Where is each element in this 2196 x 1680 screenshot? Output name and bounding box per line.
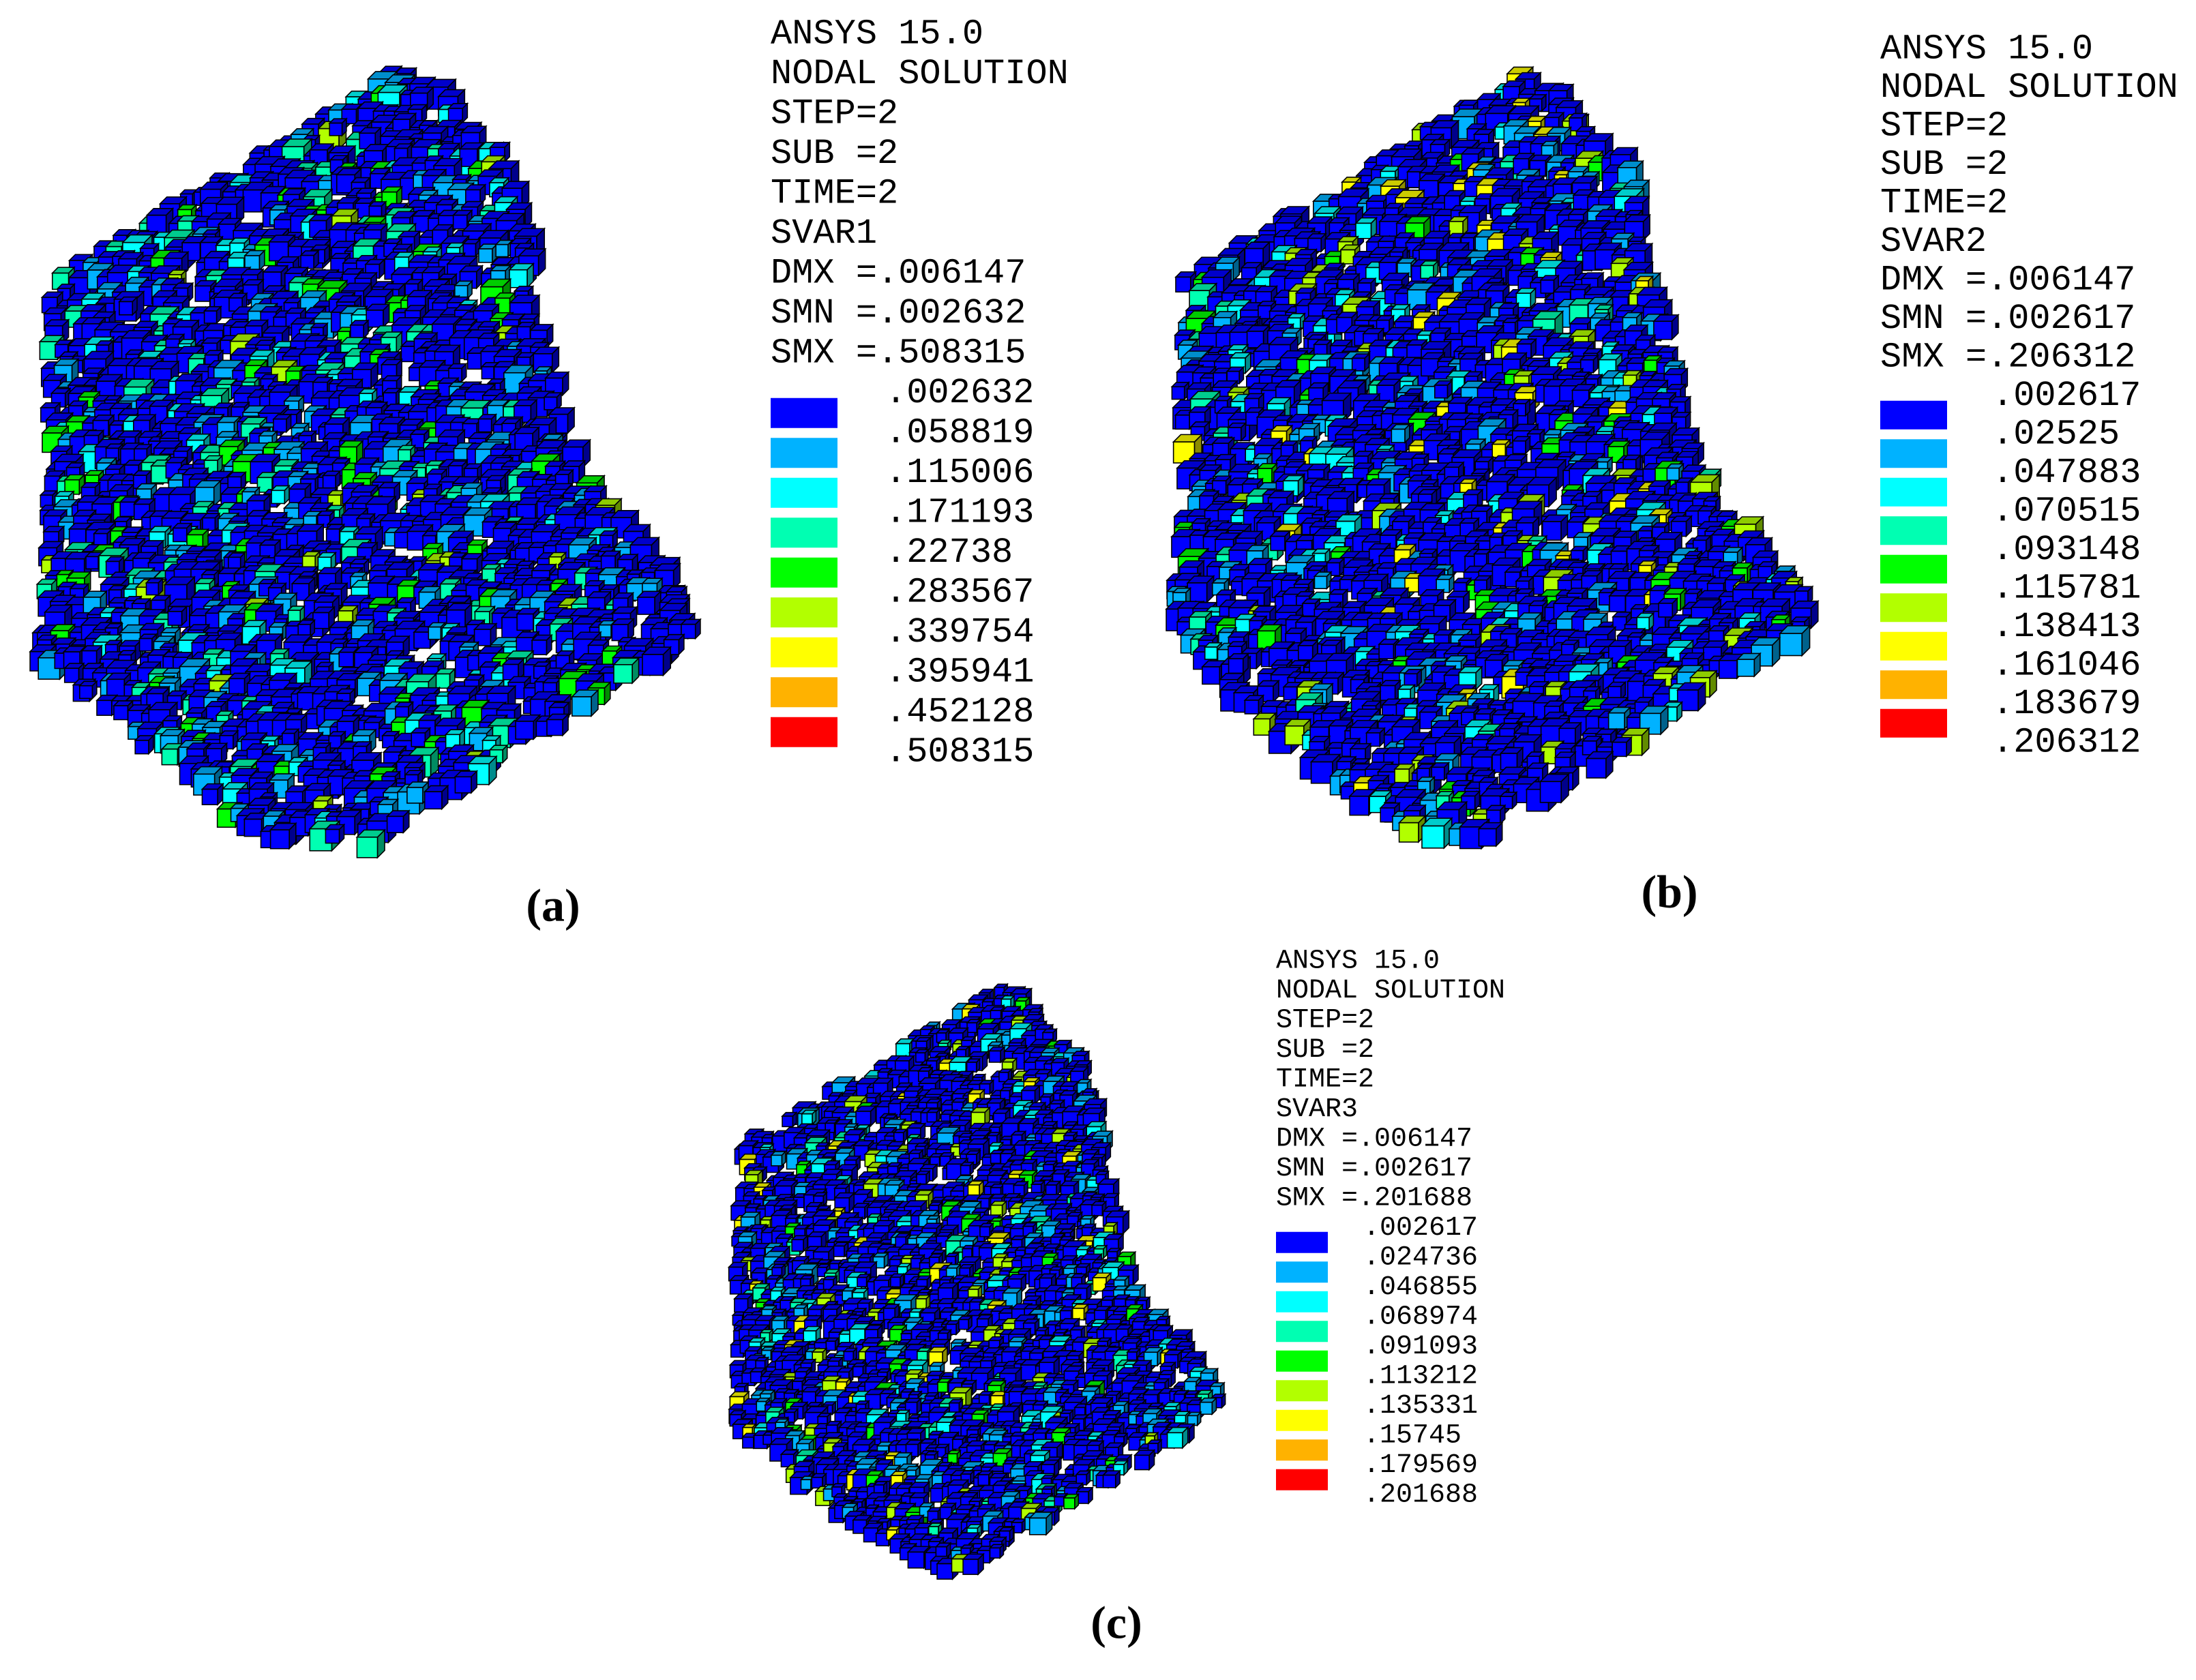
cube bbox=[312, 605, 336, 630]
cube-face bbox=[119, 501, 135, 518]
cube-face bbox=[173, 527, 188, 543]
mesh-model bbox=[29, 65, 702, 859]
cube-face bbox=[495, 243, 509, 258]
cube-face bbox=[516, 613, 534, 631]
cube-face bbox=[138, 638, 153, 652]
cube-face bbox=[145, 582, 160, 596]
cube-face bbox=[271, 490, 286, 505]
cube-face bbox=[428, 626, 442, 640]
cube bbox=[462, 238, 481, 258]
cube-face bbox=[478, 248, 493, 263]
cube-face bbox=[325, 528, 340, 543]
cube-face bbox=[273, 418, 287, 433]
cube bbox=[328, 117, 348, 137]
cube-face bbox=[194, 285, 211, 302]
cube-face bbox=[477, 418, 492, 433]
cube-face bbox=[322, 475, 336, 489]
cube bbox=[349, 319, 370, 340]
cube-face bbox=[481, 366, 494, 380]
cube bbox=[145, 577, 164, 597]
cube bbox=[543, 391, 563, 411]
cube-face bbox=[287, 610, 301, 623]
cube-face bbox=[329, 122, 343, 136]
cube-face bbox=[167, 611, 183, 626]
cube-face bbox=[516, 326, 531, 341]
cube-face bbox=[413, 631, 431, 649]
cube bbox=[508, 262, 535, 289]
cube-face bbox=[119, 301, 134, 316]
cube-face bbox=[637, 597, 655, 615]
cube-face bbox=[350, 324, 364, 339]
cube bbox=[286, 605, 306, 624]
cube bbox=[301, 550, 321, 571]
cube-face bbox=[452, 214, 468, 230]
cube bbox=[272, 413, 293, 434]
cube bbox=[321, 470, 342, 490]
cube-face bbox=[312, 612, 329, 629]
cube bbox=[203, 305, 222, 325]
cube bbox=[270, 484, 291, 505]
cube-face bbox=[300, 254, 314, 269]
cube-face bbox=[203, 310, 218, 324]
cube bbox=[117, 295, 138, 316]
cube-face bbox=[366, 310, 384, 328]
cube bbox=[447, 102, 469, 124]
cube-face bbox=[85, 556, 99, 570]
cube bbox=[477, 243, 499, 264]
cube bbox=[299, 250, 320, 270]
cube bbox=[166, 605, 188, 627]
cube-face bbox=[509, 269, 528, 288]
cube bbox=[201, 512, 221, 532]
cube bbox=[636, 590, 662, 616]
cube bbox=[531, 633, 553, 657]
cube bbox=[599, 550, 622, 571]
cube bbox=[365, 303, 391, 329]
cube-face bbox=[531, 640, 548, 655]
cube-face bbox=[398, 449, 411, 463]
